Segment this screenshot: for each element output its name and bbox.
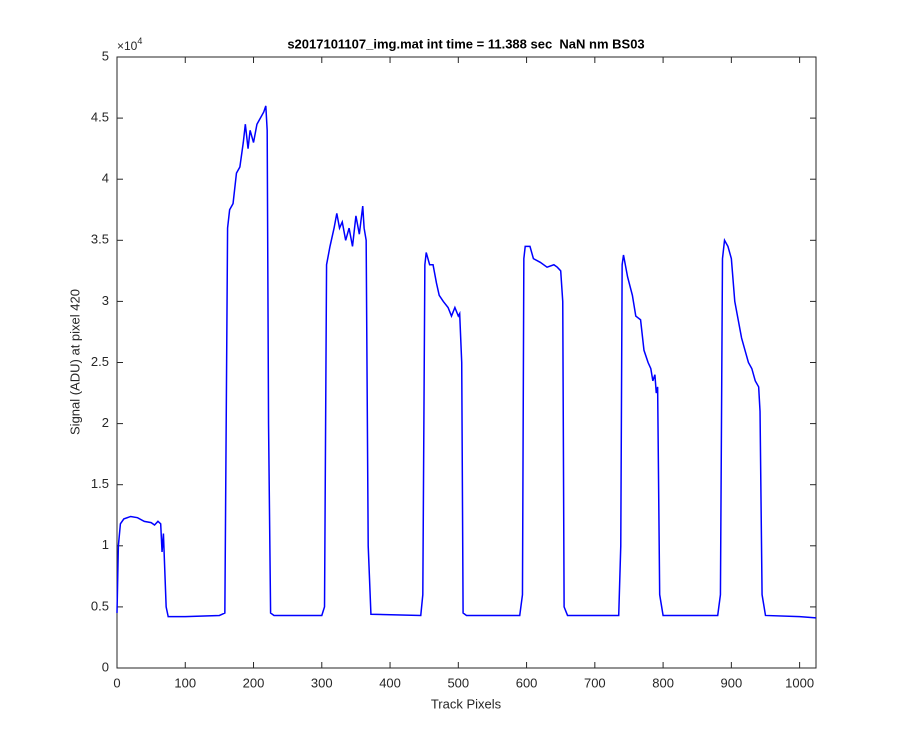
y-multiplier-exponent: 4 [137,36,142,46]
x-tick-label: 500 [447,675,469,690]
x-tick-label: 200 [243,675,265,690]
x-tick-label: 800 [652,675,674,690]
y-tick-label: 0 [102,659,109,674]
x-tick-label: 400 [379,675,401,690]
y-tick-label: 3 [102,293,109,308]
y-tick-label: 1 [102,537,109,552]
x-tick-label: 600 [516,675,538,690]
chart-title: s2017101107_img.mat int time = 11.388 se… [287,36,644,51]
plot-area [116,56,817,669]
y-tick-label: 0.5 [91,598,109,613]
x-tick-label: 1000 [785,675,814,690]
y-axis-label: Signal (ADU) at pixel 420 [67,289,82,435]
y-tick-label: 4 [102,171,109,186]
y-multiplier-base: ×10 [117,39,138,53]
x-tick-label: 700 [584,675,606,690]
x-tick-label: 100 [174,675,196,690]
y-tick-label: 4.5 [91,110,109,125]
x-axis-label: Track Pixels [431,696,502,711]
y-tick-label: 2.5 [91,354,109,369]
x-tick-label: 300 [311,675,333,690]
y-tick-label: 3.5 [91,232,109,247]
y-tick-label: 1.5 [91,476,109,491]
y-tick-label: 5 [102,48,109,63]
y-tick-label: 2 [102,415,109,430]
data-line [116,105,817,619]
x-tick-label: 900 [721,675,743,690]
x-tick-label: 0 [113,675,120,690]
y-multiplier: ×104 [117,36,142,53]
